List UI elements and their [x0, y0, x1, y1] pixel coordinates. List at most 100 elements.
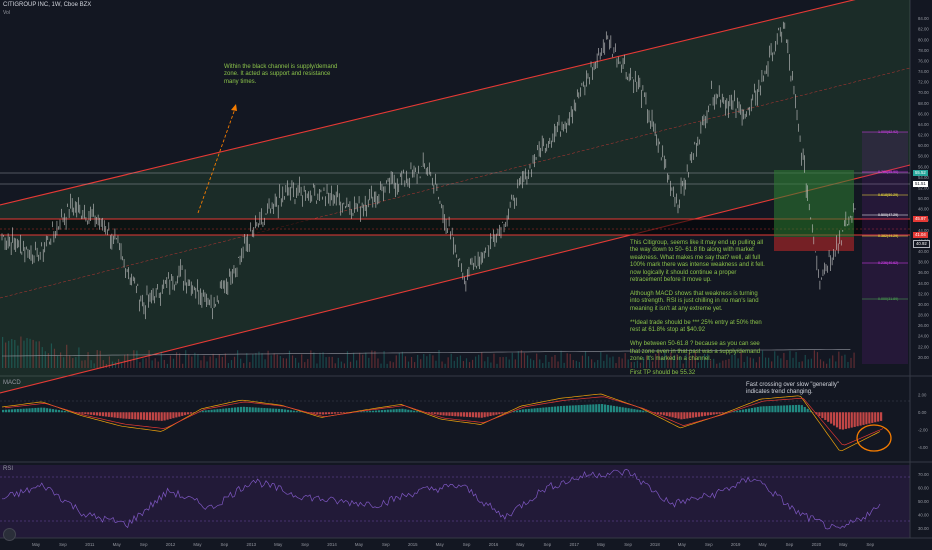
volume-bar — [768, 357, 770, 368]
price-tick-label: 78.00 — [918, 48, 929, 53]
volume-bar — [282, 358, 284, 368]
price-tick-label: 60.00 — [918, 143, 929, 148]
analysis-note[interactable]: This Citigroup, seems like it may end up… — [630, 240, 768, 384]
macd-hist-bar — [116, 412, 119, 418]
position-profit-zone[interactable] — [774, 170, 854, 237]
macd-hist-bar — [803, 406, 806, 413]
volume-bar — [609, 357, 611, 368]
macd-hist-bar — [709, 412, 712, 416]
volume-bar — [407, 361, 410, 368]
volume-bar — [66, 344, 68, 368]
macd-label: MACD — [3, 380, 21, 386]
macd-hist-bar — [586, 404, 589, 413]
rsi-series-line — [2, 468, 881, 530]
time-tick-label: 2012 — [166, 542, 176, 547]
macd-note[interactable]: Fast crossing over slow "generally" indi… — [746, 382, 839, 396]
price-tick-label: 82.00 — [918, 27, 929, 32]
volume-bar — [551, 356, 553, 368]
macd-hist-bar — [771, 405, 774, 413]
volume-bar — [5, 342, 7, 368]
macd-hist-bar — [601, 404, 604, 413]
time-axis[interactable]: May Sep 2011 May Sep 2012 May Sep 2013 May Sep 2014… — [32, 542, 875, 547]
price-axis[interactable]: 20.00 22.00 24.00 26.00 28.00 30.00 32.00 34.00… — [918, 16, 929, 360]
macd-hist-bar — [451, 412, 454, 417]
time-tick-label: May — [839, 542, 848, 547]
volume-bar — [420, 359, 422, 368]
channel-upper-line[interactable] — [0, 0, 895, 206]
volume-bar — [438, 350, 440, 368]
macd-hist-bar — [598, 404, 601, 413]
macd-hist-bar — [134, 412, 137, 420]
macd-hist-bar — [668, 412, 671, 417]
macd-hist-bar — [427, 412, 430, 414]
volume-bar — [148, 350, 150, 368]
volume-bar — [587, 356, 590, 368]
macd-hist-bar — [319, 412, 322, 415]
macd-hist-bar — [774, 405, 777, 413]
tradingview-logo-icon[interactable] — [3, 528, 16, 541]
channel-note[interactable]: Within the black channel is supply/deman… — [224, 64, 338, 85]
macd-hist-bar — [316, 412, 319, 414]
macd-hist-bar — [330, 412, 334, 414]
volume-bar — [520, 350, 523, 368]
macd-hist-bar — [43, 407, 46, 413]
volume-bar — [746, 356, 748, 368]
volume-bar — [774, 351, 776, 368]
volume-bar — [655, 353, 657, 368]
macd-hist-bar — [216, 409, 219, 413]
volume-bar — [38, 341, 40, 368]
macd-hist-bar — [524, 409, 527, 413]
macd-hist-bar — [489, 412, 492, 416]
macd-hist-bar — [392, 409, 395, 413]
time-tick-label: Sep — [140, 542, 148, 547]
macd-hist-bar — [653, 412, 657, 414]
volume-bar — [105, 363, 107, 368]
time-tick-label: 2011 — [85, 542, 95, 547]
volume-bar — [719, 362, 721, 368]
macd-hist-bar — [463, 412, 466, 417]
time-tick-label: 2016 — [489, 542, 499, 547]
channel-mid-line[interactable] — [0, 67, 911, 299]
fib-levels[interactable] — [862, 131, 908, 300]
volume-bar — [661, 356, 663, 368]
macd-hist-bar — [562, 405, 566, 413]
macd-hist-bar — [239, 406, 243, 413]
volume-bar — [630, 362, 632, 368]
supply-demand-zone[interactable] — [0, 219, 910, 235]
analysis-paragraph: **Ideal trade should be *** 25% entry at… — [630, 319, 762, 334]
macd-hist-bar — [706, 412, 709, 416]
macd-hist-bar — [671, 412, 674, 418]
time-tick-label: Sep — [463, 542, 471, 547]
macd-hist-bar — [827, 412, 830, 422]
price-tick-label: 70.00 — [918, 90, 929, 95]
macd-hist-bar — [336, 412, 339, 414]
volume-bar — [322, 352, 324, 368]
volume-bar — [90, 360, 92, 368]
time-tick-label: 2019 — [731, 542, 741, 547]
macd-hist-bar — [93, 412, 96, 416]
price-series[interactable] — [1, 21, 856, 320]
volume-bar — [526, 355, 529, 368]
volume-bar — [11, 339, 13, 368]
volume-bar — [545, 354, 547, 368]
macd-hist-bar — [765, 406, 768, 413]
symbol-title[interactable]: CITIGROUP INC, 1W, Cboe BZX — [3, 2, 92, 8]
volume-bar — [819, 359, 822, 368]
price-tick-label: 24.00 — [918, 334, 929, 339]
macd-hist-bar — [850, 412, 853, 428]
volume-bar — [752, 358, 754, 368]
macd-highlight-circle[interactable] — [856, 424, 892, 452]
volume-bar — [392, 362, 394, 368]
macd-hist-bar — [527, 408, 530, 413]
projection-arrow[interactable] — [197, 105, 237, 214]
volume-bar — [780, 358, 782, 368]
volume-bar — [166, 363, 169, 368]
macd-hist-bar — [844, 412, 847, 429]
volume-bar — [212, 353, 214, 368]
volume-bar — [508, 359, 510, 368]
volume-bar — [157, 361, 159, 368]
fib-retracement-box[interactable] — [862, 132, 908, 364]
price-tag-level-b: 41.04 — [913, 232, 928, 238]
